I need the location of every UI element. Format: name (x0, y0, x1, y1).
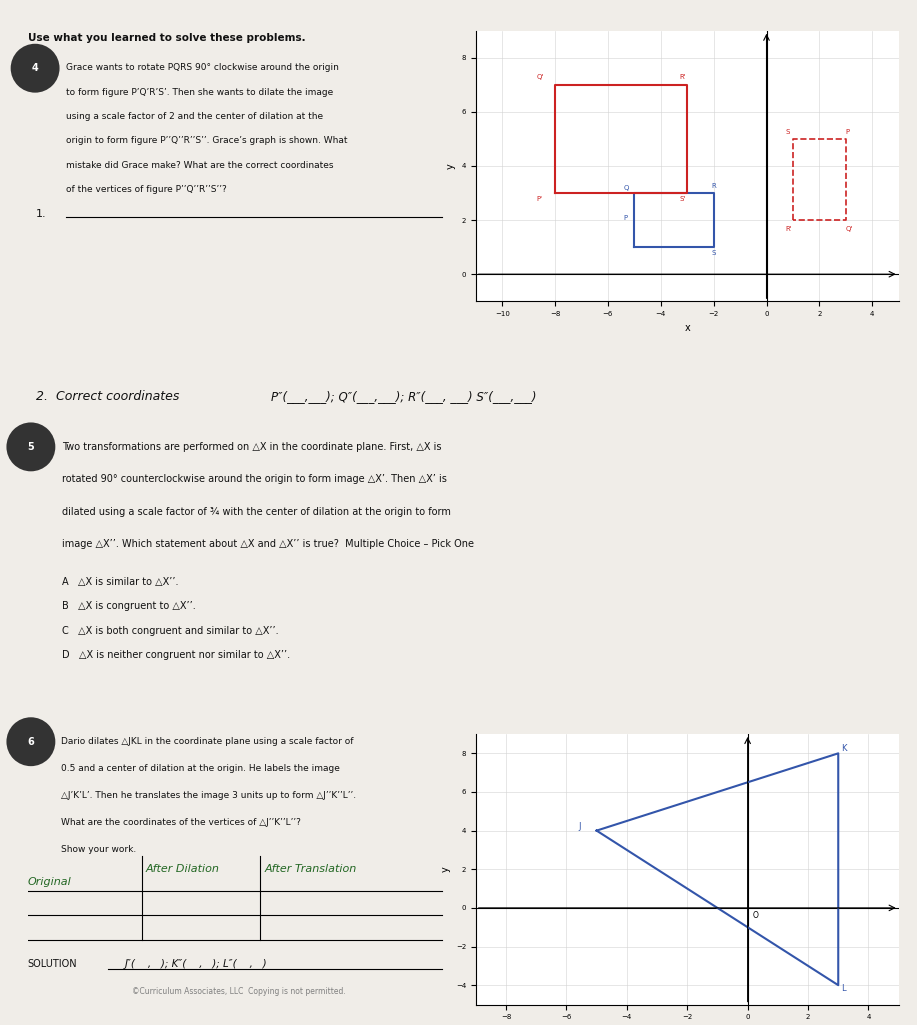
Text: Grace wants to rotate PQRS 90° clockwise around the origin: Grace wants to rotate PQRS 90° clockwise… (66, 64, 338, 72)
Text: P: P (845, 128, 850, 134)
Text: L: L (841, 984, 845, 993)
Text: Q': Q' (845, 226, 853, 232)
Text: Original: Original (28, 877, 72, 888)
Text: Q: Q (624, 186, 629, 192)
Text: 0.5 and a center of dilation at the origin. He labels the image: 0.5 and a center of dilation at the orig… (61, 764, 340, 773)
Text: J″(    ,   ); K″(    ,   ); L″(    ,   ): J″( , ); K″( , ); L″( , ) (125, 958, 268, 969)
Text: 1.: 1. (36, 209, 47, 219)
Text: R: R (711, 182, 716, 189)
Text: △J’K’L’. Then he translates the image 3 units up to form △J’’K’’L’’.: △J’K’L’. Then he translates the image 3 … (61, 791, 357, 800)
Y-axis label: y: y (446, 163, 456, 169)
Text: R': R' (785, 226, 791, 232)
Text: S': S' (679, 196, 686, 202)
Text: P″(___,___); Q″(___,___); R″(___, ___) S″(___,___): P″(___,___); Q″(___,___); R″(___, ___) S… (271, 391, 537, 404)
Text: rotated 90° counterclockwise around the origin to form image △X’. Then △X’ is: rotated 90° counterclockwise around the … (62, 475, 447, 485)
Y-axis label: y: y (440, 866, 450, 872)
Text: 6: 6 (28, 737, 34, 747)
Text: Q': Q' (536, 75, 544, 80)
Text: 2.  Correct coordinates: 2. Correct coordinates (37, 391, 180, 404)
Text: After Dilation: After Dilation (146, 864, 220, 874)
Text: dilated using a scale factor of ¾ with the center of dilation at the origin to f: dilated using a scale factor of ¾ with t… (62, 506, 451, 517)
Text: Use what you learned to solve these problems.: Use what you learned to solve these prob… (28, 34, 305, 43)
Text: K: K (841, 744, 846, 753)
Text: SOLUTION: SOLUTION (28, 958, 77, 969)
Text: P': P' (536, 196, 543, 202)
Text: C   △X is both congruent and similar to △X’’.: C △X is both congruent and similar to △X… (62, 626, 279, 636)
X-axis label: x: x (684, 323, 691, 332)
Text: Show your work.: Show your work. (61, 845, 137, 854)
Text: to form figure P’Q’R’S’. Then she wants to dilate the image: to form figure P’Q’R’S’. Then she wants … (66, 87, 333, 96)
Text: B   △X is congruent to △X’’.: B △X is congruent to △X’’. (62, 602, 196, 612)
Text: ©Curriculum Associates, LLC  Copying is not permitted.: ©Curriculum Associates, LLC Copying is n… (132, 987, 346, 996)
Text: Two transformations are performed on △X in the coordinate plane. First, △X is: Two transformations are performed on △X … (62, 442, 442, 452)
Text: 5: 5 (28, 442, 34, 452)
Text: J: J (579, 822, 581, 830)
Text: 4: 4 (32, 64, 39, 73)
Text: mistake did Grace make? What are the correct coordinates: mistake did Grace make? What are the cor… (66, 161, 333, 169)
Text: P: P (624, 215, 628, 221)
Text: S: S (785, 128, 790, 134)
Text: After Translation: After Translation (264, 864, 357, 874)
Text: Dario dilates △JKL in the coordinate plane using a scale factor of: Dario dilates △JKL in the coordinate pla… (61, 737, 354, 746)
Text: S: S (711, 250, 715, 256)
Text: image △X’’. Which statement about △X and △X’’ is true?  Multiple Choice – Pick O: image △X’’. Which statement about △X and… (62, 539, 474, 549)
Text: A   △X is similar to △X’’.: A △X is similar to △X’’. (62, 577, 179, 587)
Text: of the vertices of figure P’’Q’’R’’S’’?: of the vertices of figure P’’Q’’R’’S’’? (66, 184, 226, 194)
Text: O: O (752, 910, 758, 919)
Text: R': R' (679, 75, 686, 80)
Text: D   △X is neither congruent nor similar to △X’’.: D △X is neither congruent nor similar to… (62, 650, 291, 660)
Text: origin to form figure P’’Q’’R’’S’’. Grace’s graph is shown. What: origin to form figure P’’Q’’R’’S’’. Grac… (66, 136, 347, 146)
Text: What are the coordinates of the vertices of △J’’K’’L’’?: What are the coordinates of the vertices… (61, 818, 301, 827)
Text: using a scale factor of 2 and the center of dilation at the: using a scale factor of 2 and the center… (66, 112, 323, 121)
